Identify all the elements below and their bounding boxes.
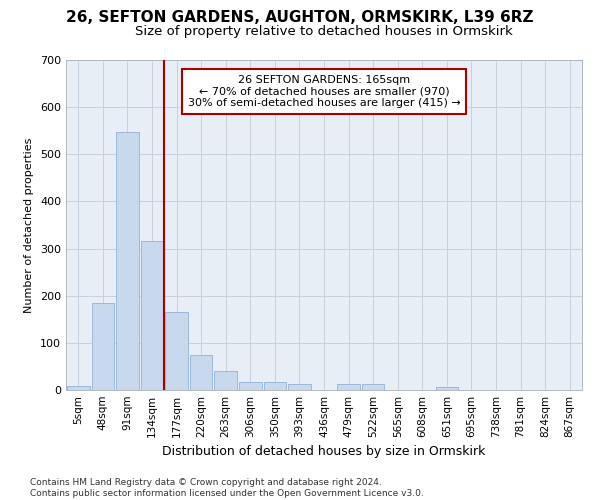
Bar (190, 354, 212, 390)
Y-axis label: Number of detached properties: Number of detached properties (25, 138, 34, 312)
Bar (67, 386, 89, 390)
Text: 26 SEFTON GARDENS: 165sqm
← 70% of detached houses are smaller (970)
30% of semi: 26 SEFTON GARDENS: 165sqm ← 70% of detac… (188, 75, 460, 108)
Bar (165, 312, 188, 390)
Bar (337, 384, 360, 390)
Bar (92, 303, 114, 390)
Text: 26, SEFTON GARDENS, AUGHTON, ORMSKIRK, L39 6RZ: 26, SEFTON GARDENS, AUGHTON, ORMSKIRK, L… (66, 10, 534, 25)
Text: Contains HM Land Registry data © Crown copyright and database right 2024.
Contai: Contains HM Land Registry data © Crown c… (30, 478, 424, 498)
Title: Size of property relative to detached houses in Ormskirk: Size of property relative to detached ho… (135, 25, 513, 38)
Bar (116, 132, 139, 390)
Bar (140, 241, 163, 390)
Bar (436, 387, 458, 390)
Bar (288, 384, 311, 390)
X-axis label: Distribution of detached houses by size in Ormskirk: Distribution of detached houses by size … (163, 446, 485, 458)
Bar (263, 382, 286, 390)
Bar (214, 371, 237, 390)
Bar (362, 384, 385, 390)
Bar (239, 382, 262, 390)
